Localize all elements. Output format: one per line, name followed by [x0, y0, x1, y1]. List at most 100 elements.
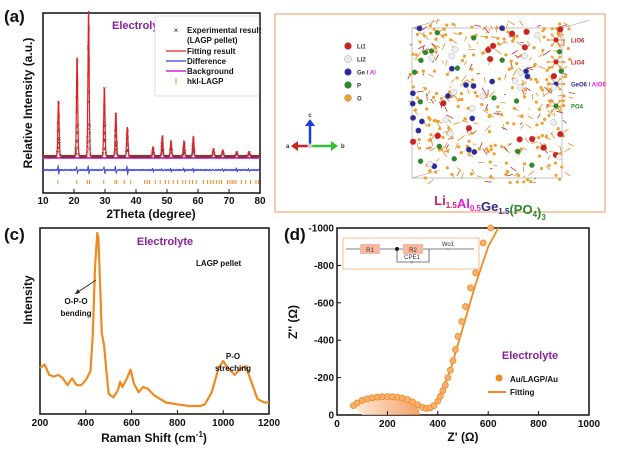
- experimental-point: ×: [117, 154, 121, 160]
- bond: [523, 147, 527, 151]
- raman-sample-label: LAGP pellet: [196, 259, 242, 268]
- atom: [416, 25, 423, 32]
- bond: [469, 63, 473, 71]
- experimental-point: ×: [201, 155, 205, 161]
- experimental-point: ×: [93, 155, 97, 161]
- bond: [547, 155, 550, 160]
- oxygen-atom: [457, 97, 462, 102]
- polyhedron-center-icon: [553, 59, 559, 65]
- paren: ): [203, 431, 207, 445]
- oxygen-atom: [423, 87, 427, 91]
- bond: [445, 144, 450, 150]
- experimental-point: ×: [69, 155, 73, 161]
- bond: [462, 119, 469, 123]
- experimental-point: ×: [155, 155, 159, 161]
- legend-background-label: Background: [187, 67, 234, 76]
- label-part: AlO6: [592, 83, 607, 89]
- x-tick-label: 1200: [258, 418, 281, 429]
- experimental-point: ×: [72, 155, 76, 161]
- oxygen-atom: [441, 135, 445, 139]
- experimental-point: ×: [57, 141, 61, 147]
- oxygen-atom: [548, 99, 552, 103]
- bond: [444, 106, 448, 112]
- atom-legend-label: Ge / Al: [357, 71, 376, 77]
- oxygen-atom: [504, 53, 508, 57]
- oxygen-atom: [450, 136, 454, 140]
- bond: [441, 150, 448, 158]
- bond: [521, 79, 527, 84]
- experimental-point: ×: [116, 154, 120, 160]
- experimental-point: ×: [117, 154, 121, 160]
- oxygen-atom: [541, 29, 545, 33]
- raman-annotation-1-line1: O-P-O: [64, 297, 87, 306]
- bond: [474, 24, 481, 27]
- atom: [434, 132, 442, 139]
- bond: [454, 95, 459, 103]
- polyhedron-oxygen: [558, 99, 562, 103]
- oxygen-atom: [497, 42, 501, 46]
- oxygen-atom: [438, 126, 442, 131]
- data-point: [479, 239, 487, 247]
- bond: [468, 133, 471, 136]
- r1-label: R1: [366, 248, 374, 254]
- experimental-point: ×: [223, 154, 227, 160]
- experimental-point: ×: [169, 151, 173, 157]
- oxygen-atom: [433, 119, 438, 123]
- oxygen-atom: [495, 26, 499, 30]
- data-point: [452, 346, 459, 353]
- atom: [450, 89, 457, 96]
- experimental-point: ×: [124, 154, 128, 160]
- oxygen-atom: [521, 82, 525, 86]
- x-tick-label: 70: [223, 196, 235, 207]
- oxygen-atom: [534, 77, 538, 81]
- bond: [505, 23, 509, 29]
- oxygen-atom: [456, 104, 460, 109]
- label-part: LiO6: [571, 39, 585, 45]
- atom: [428, 48, 435, 54]
- atom: [529, 135, 536, 143]
- raman-y-label: Intensity: [21, 275, 35, 325]
- polyhedron-legend-label: LiO6: [571, 39, 585, 45]
- atom: [515, 148, 521, 155]
- experimental-point: ×: [65, 155, 69, 161]
- y-tick-label: -600: [314, 298, 334, 309]
- polyhedron-oxygen: [558, 87, 562, 91]
- y-tick-label: -800: [314, 261, 334, 272]
- bond: [488, 91, 495, 98]
- oxygen-atom: [508, 181, 512, 185]
- experimental-point: ×: [47, 155, 51, 161]
- experimental-point: ×: [225, 155, 229, 161]
- experimental-point: ×: [94, 155, 98, 161]
- oxygen-atom: [529, 77, 533, 81]
- x-tick-label: 20: [68, 196, 80, 207]
- data-point: [487, 224, 495, 232]
- experimental-point: ×: [210, 154, 214, 160]
- experimental-point: ×: [191, 149, 195, 155]
- polyhedron-oxygen: [546, 38, 550, 42]
- xrd-y-label: Relative Intensity (a.u.): [21, 38, 35, 169]
- atom-legend-ball-icon: [344, 68, 352, 76]
- bond: [441, 42, 446, 50]
- oxygen-atom: [504, 172, 508, 177]
- oxygen-atom: [509, 59, 513, 63]
- bond: [442, 131, 448, 133]
- formula-subscript: 0.5: [470, 204, 482, 213]
- experimental-point: ×: [227, 155, 231, 161]
- crystal-structure-image: [407, 18, 591, 185]
- raman-x-ticks: 200 400 600 800 1000 1200: [32, 410, 281, 429]
- bond: [466, 79, 474, 85]
- experimental-point: ×: [246, 154, 250, 160]
- bond: [436, 158, 440, 162]
- a-arrow-head: [291, 141, 298, 151]
- atom: [448, 65, 455, 72]
- bond: [482, 109, 489, 115]
- experimental-point: ×: [53, 155, 57, 161]
- eis-x-label: Z' (Ω): [447, 430, 478, 444]
- oxygen-atom: [458, 31, 463, 35]
- bond: [499, 40, 506, 46]
- oxygen-atom: [553, 161, 558, 165]
- experimental-point: ×: [138, 155, 142, 161]
- oxygen-atom: [500, 145, 504, 149]
- experimental-point: ×: [49, 155, 53, 161]
